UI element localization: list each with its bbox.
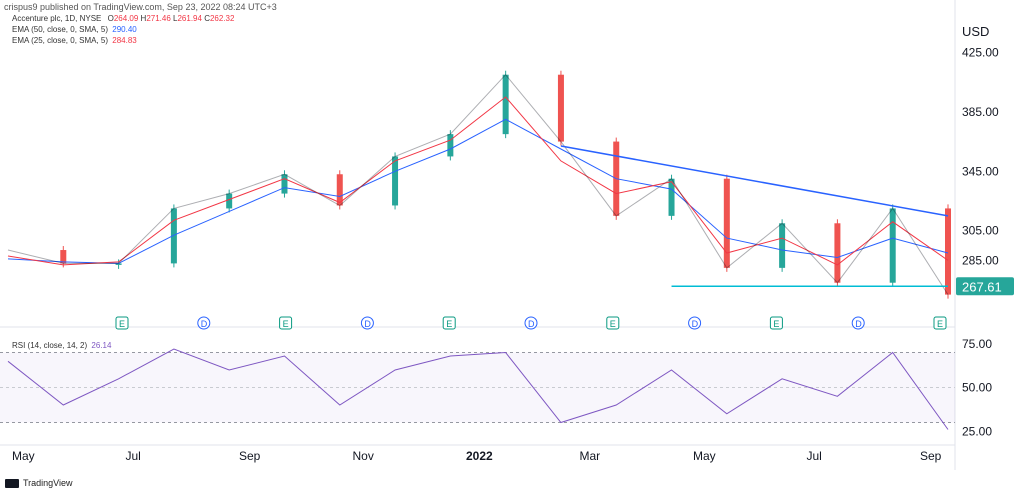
candle-body-14 <box>779 223 786 268</box>
rsi-line <box>7 348 949 430</box>
ema50-value: 290.40 <box>112 25 137 34</box>
candle-body-7 <box>392 156 399 206</box>
rsi-tick-0: 75.00 <box>962 337 992 351</box>
candle-body-12 <box>668 178 675 216</box>
earnings-marker-8 <box>769 316 783 330</box>
candle-body-5 <box>281 174 288 194</box>
ohlc-o-label: O <box>107 14 114 23</box>
price-tick-3: 305.00 <box>962 224 999 238</box>
dividend-marker-7 <box>688 316 702 330</box>
price-tick-4: 285.00 <box>962 253 999 267</box>
event-strip <box>0 307 1024 333</box>
legend-symbol-row: Accenture plc, 1D, NYSE O264.09 H271.46 … <box>12 14 234 23</box>
ohlc-h: 271.46 <box>146 14 171 23</box>
event-letter-6: E <box>610 319 616 329</box>
candle-body-2 <box>115 263 122 265</box>
rsi-legend: RSI (14, close, 14, 2) 26.14 <box>12 341 111 350</box>
footer-brand: TradingView <box>5 478 73 488</box>
ohlc-h-label: H <box>140 14 147 23</box>
time-label-7: Jul <box>807 449 822 463</box>
event-letter-10: E <box>937 319 943 329</box>
earnings-marker-0 <box>115 316 129 330</box>
rsi-label: RSI (14, close, 14, 2) <box>12 341 88 350</box>
rsi-tick-2: 25.00 <box>962 424 992 438</box>
price-tick-1: 385.00 <box>962 105 999 119</box>
ohlc-c: 262.32 <box>209 14 235 23</box>
series-lines <box>7 73 949 430</box>
candle-body-8 <box>447 134 454 157</box>
earnings-marker-4 <box>442 316 456 330</box>
candle-body-9 <box>502 74 509 135</box>
last-price-badge <box>956 277 1014 296</box>
price-tick-2: 345.00 <box>962 164 999 178</box>
currency-label: USD <box>962 24 990 39</box>
candle-body-3 <box>170 208 177 264</box>
time-label-0: May <box>12 449 35 463</box>
rsi-value: 26.14 <box>91 341 112 350</box>
earnings-marker-6 <box>606 316 620 330</box>
price-tick-0: 425.00 <box>962 45 999 59</box>
ema50-label: EMA (50, close, 0, SMA, 5) <box>12 25 109 34</box>
event-letter-5: D <box>528 319 535 329</box>
time-label-4: 2022 <box>466 449 493 463</box>
rsi-band <box>0 352 955 423</box>
event-letter-2: E <box>283 319 289 329</box>
ema25-value: 284.83 <box>112 36 137 45</box>
legend-symbol: Accenture plc, 1D, NYSE <box>12 14 102 23</box>
earnings-marker-2 <box>279 316 293 330</box>
price-axis: 425.00 385.00 345.00 305.00 285.00 267.61 75.0… <box>956 45 1014 438</box>
candles <box>60 70 951 299</box>
earnings-marker-10 <box>933 316 947 330</box>
ohlc-c-label: C <box>204 14 210 23</box>
ohlc-o: 264.09 <box>113 14 139 23</box>
last-price-label: 267.61 <box>962 279 1002 294</box>
ohlc-l: 261.94 <box>177 14 202 23</box>
ohlc-l-label: L <box>173 14 178 23</box>
event-letter-3: D <box>364 319 371 329</box>
close-line <box>7 73 949 295</box>
time-label-2: Sep <box>239 449 261 463</box>
dividend-marker-9 <box>851 316 865 330</box>
dividend-marker-5 <box>524 316 538 330</box>
candle-body-13 <box>723 178 730 268</box>
event-letter-8: E <box>773 319 779 329</box>
publish-header: crispus9 published on TradingView.com, S… <box>4 2 277 12</box>
event-letter-0: E <box>119 319 125 329</box>
time-label-6: May <box>693 449 716 463</box>
time-axis: May Jul Sep Nov 2022 Mar May Jul Sep <box>12 449 942 463</box>
rsi-tick-1: 50.00 <box>962 381 992 395</box>
ema25-line <box>7 96 949 266</box>
dividend-marker-1 <box>197 316 211 330</box>
candle-body-15 <box>834 223 841 283</box>
candle-body-10 <box>557 74 564 142</box>
legend-ema50-row: EMA (50, close, 0, SMA, 5) 290.40 <box>12 25 137 34</box>
rsi-levels <box>0 352 955 423</box>
tradingview-logo-icon <box>5 478 19 488</box>
time-label-5: Mar <box>580 449 601 463</box>
candle-body-17 <box>945 208 951 295</box>
footer-brand-label: TradingView <box>23 478 73 488</box>
time-label-1: Jul <box>126 449 141 463</box>
candle-body-4 <box>226 193 233 209</box>
time-label-8: Sep <box>920 449 942 463</box>
event-letter-9: D <box>855 319 862 329</box>
ema25-label: EMA (25, close, 0, SMA, 5) <box>12 36 109 45</box>
candle-body-6 <box>336 174 343 206</box>
dividend-marker-3 <box>360 316 374 330</box>
time-label-3: Nov <box>353 449 374 463</box>
candle-body-16 <box>889 208 896 283</box>
ema50-line <box>7 118 949 264</box>
resistance-trendline <box>560 145 949 217</box>
candle-body-1 <box>60 250 67 264</box>
event-letter-1: D <box>201 319 208 329</box>
event-letter-7: D <box>692 319 699 329</box>
event-letter-4: E <box>446 319 452 329</box>
legend-ema25-row: EMA (25, close, 0, SMA, 5) 284.83 <box>12 36 137 45</box>
